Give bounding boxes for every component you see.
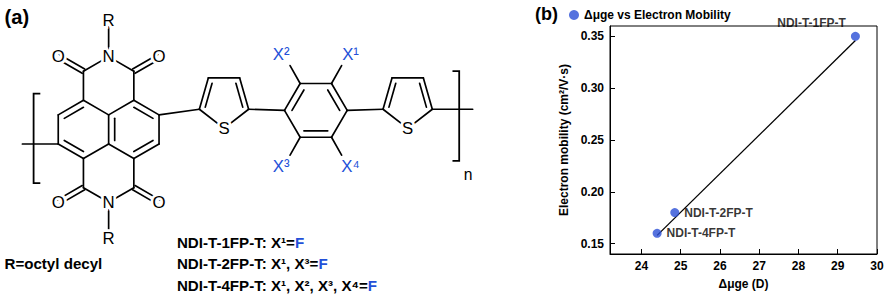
- svg-text:NDI-T-1FP-T: NDI-T-1FP-T: [777, 16, 846, 30]
- svg-text:25: 25: [674, 259, 688, 273]
- svg-text:28: 28: [792, 259, 806, 273]
- svg-text:NDI-T-2FP-T: NDI-T-2FP-T: [684, 206, 753, 220]
- svg-text:O: O: [153, 47, 166, 66]
- svg-text:X²: X²: [273, 45, 290, 64]
- svg-text:24: 24: [635, 259, 649, 273]
- svg-text:O: O: [153, 193, 166, 212]
- svg-text:0.30: 0.30: [581, 81, 605, 95]
- svg-text:29: 29: [831, 259, 845, 273]
- svg-text:NDI-T-2FP-T: X¹, X³=F: NDI-T-2FP-T: X¹, X³=F: [177, 255, 328, 272]
- svg-text:0.20: 0.20: [581, 185, 605, 199]
- svg-text:30: 30: [870, 259, 884, 273]
- svg-text:0.25: 0.25: [581, 133, 605, 147]
- svg-text:26: 26: [713, 259, 727, 273]
- svg-text:O: O: [52, 47, 65, 66]
- svg-text:R: R: [103, 11, 115, 30]
- svg-text:(a): (a): [4, 6, 29, 28]
- svg-text:0.35: 0.35: [581, 29, 605, 43]
- svg-text:X⁴: X⁴: [341, 157, 359, 176]
- svg-text:27: 27: [753, 259, 767, 273]
- svg-text:N: N: [103, 47, 115, 66]
- svg-text:N: N: [103, 193, 115, 212]
- svg-text:S: S: [402, 119, 413, 138]
- svg-text:X¹: X¹: [342, 45, 359, 64]
- svg-text:NDI-T-4FP-T: NDI-T-4FP-T: [667, 226, 736, 240]
- svg-text:Δμge vs Electron Mobility: Δμge vs Electron Mobility: [584, 8, 731, 22]
- svg-text:R=octyl decyl: R=octyl decyl: [4, 255, 102, 272]
- svg-text:Δμge (D): Δμge (D): [719, 277, 769, 291]
- svg-text:NDI-T-1FP-T: X¹=F: NDI-T-1FP-T: X¹=F: [177, 234, 304, 251]
- svg-text:X³: X³: [273, 157, 290, 176]
- svg-text:Electron mobility (cm²/V·s): Electron mobility (cm²/V·s): [557, 64, 571, 216]
- svg-text:n: n: [464, 166, 473, 183]
- svg-text:0.15: 0.15: [581, 237, 605, 251]
- svg-text:O: O: [52, 193, 65, 212]
- svg-text:S: S: [218, 119, 229, 138]
- svg-text:NDI-T-4FP-T: X¹, X², X³, X⁴=F: NDI-T-4FP-T: X¹, X², X³, X⁴=F: [177, 277, 377, 294]
- svg-text:R: R: [103, 229, 115, 248]
- svg-text:(b): (b): [535, 4, 558, 24]
